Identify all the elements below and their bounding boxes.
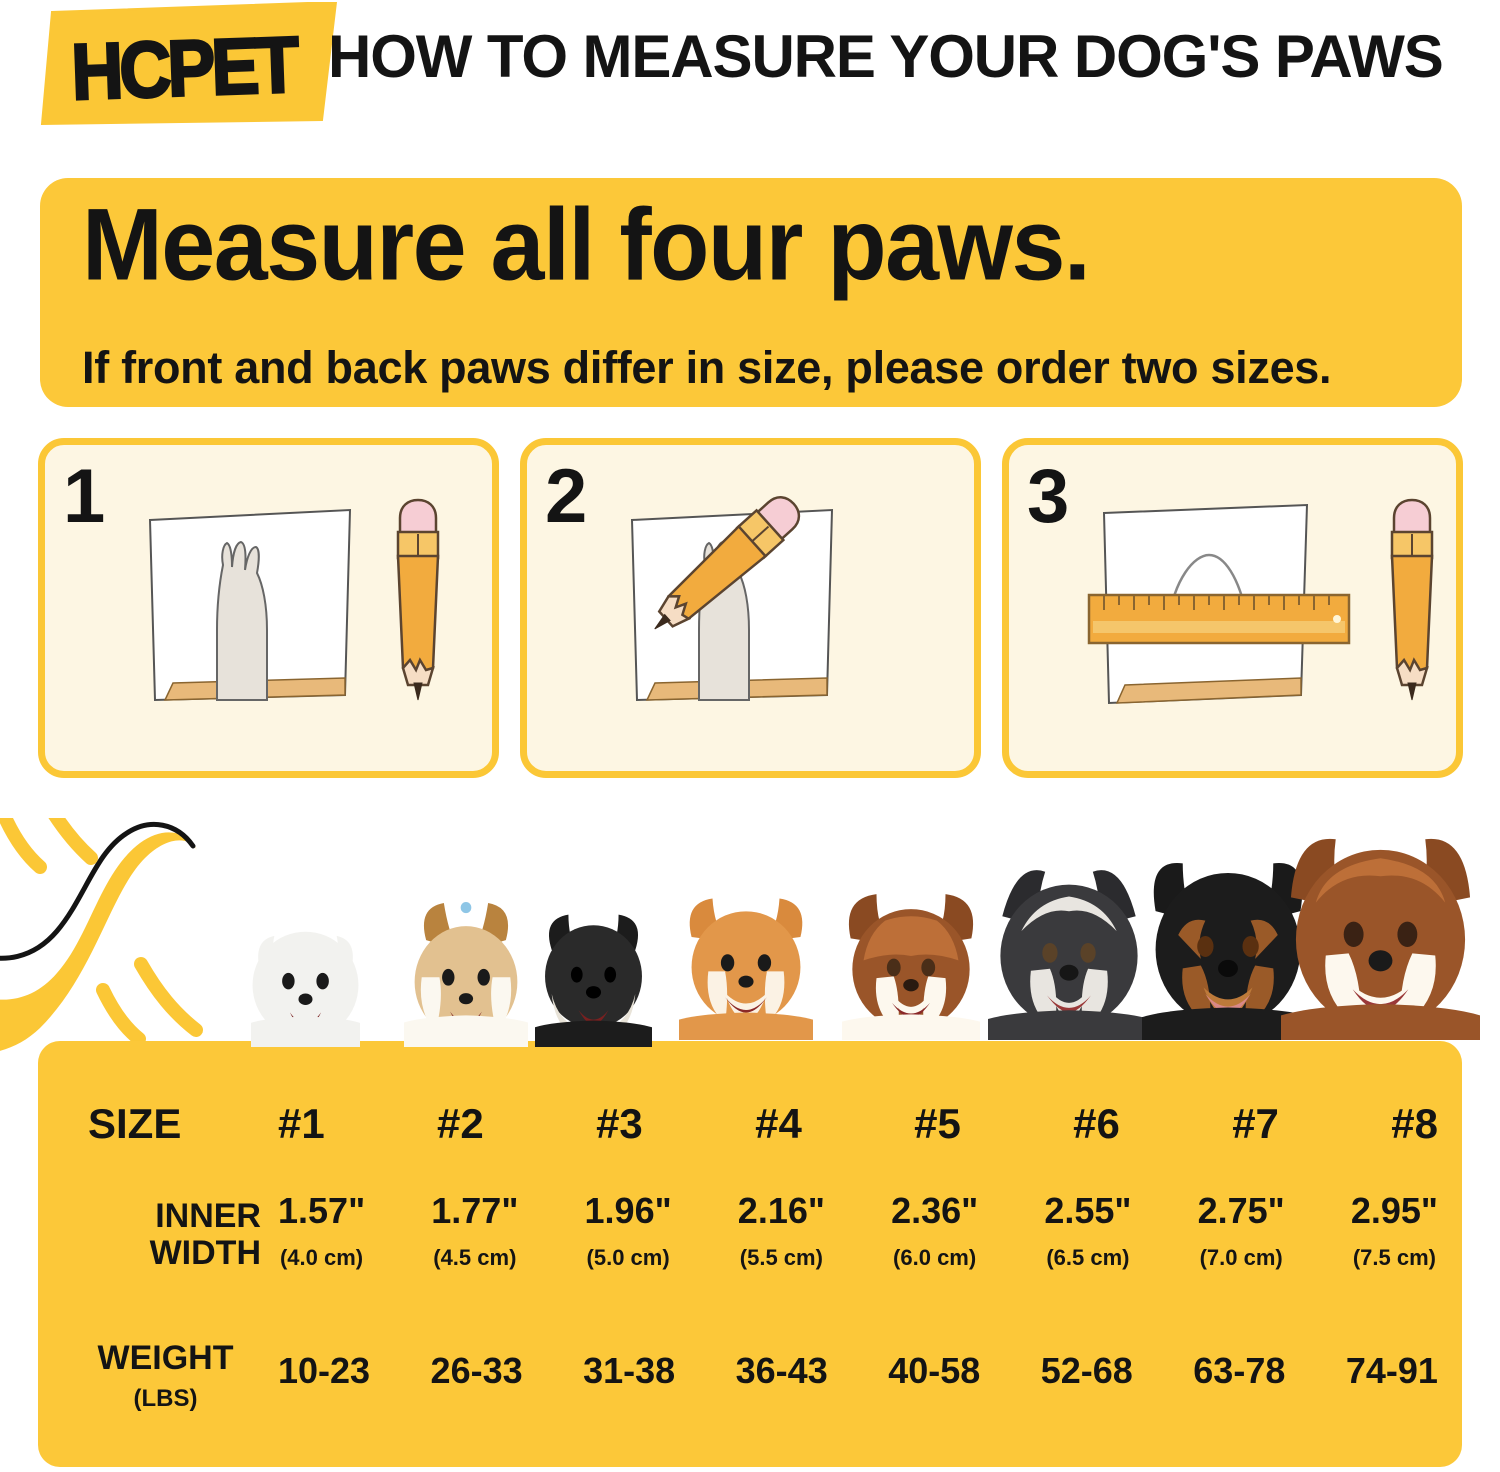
svg-text:HCPET: HCPET (70, 20, 301, 117)
